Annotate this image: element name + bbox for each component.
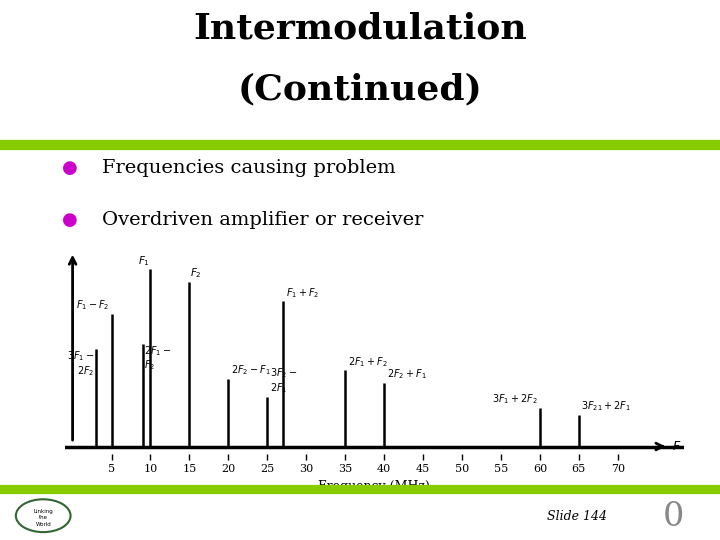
Text: Slide 144: Slide 144 bbox=[547, 510, 607, 523]
Text: $2F_1-$
$F_2$: $2F_1-$ $F_2$ bbox=[144, 344, 172, 373]
Text: 0: 0 bbox=[662, 501, 684, 533]
Text: $2F_1+F_2$: $2F_1+F_2$ bbox=[348, 355, 388, 369]
Text: $3F_2-$
$2F_1$: $3F_2-$ $2F_1$ bbox=[270, 367, 297, 395]
Text: $2F_2+F_1$: $2F_2+F_1$ bbox=[387, 367, 427, 381]
Text: $3F_1-$
$2F_2$: $3F_1-$ $2F_2$ bbox=[67, 349, 94, 378]
X-axis label: Frequency (MHz): Frequency (MHz) bbox=[318, 480, 431, 492]
Text: $F$: $F$ bbox=[672, 440, 682, 453]
Text: $2F_2-F_1$: $2F_2-F_1$ bbox=[230, 363, 270, 377]
Text: $3F_1+2F_2$: $3F_1+2F_2$ bbox=[492, 392, 538, 406]
Text: World: World bbox=[35, 522, 51, 527]
Text: the: the bbox=[39, 515, 48, 521]
Text: $F_1$: $F_1$ bbox=[138, 254, 150, 268]
Text: Frequencies causing problem: Frequencies causing problem bbox=[102, 159, 396, 178]
Text: $F_1+F_2$: $F_1+F_2$ bbox=[286, 286, 320, 300]
Text: ●: ● bbox=[63, 211, 78, 230]
Text: Linking: Linking bbox=[33, 509, 53, 514]
Text: $F_1-F_2$: $F_1-F_2$ bbox=[76, 298, 109, 312]
Text: (Continued): (Continued) bbox=[238, 73, 482, 107]
Text: $F_2$: $F_2$ bbox=[190, 266, 202, 280]
Text: $3F_{21}+2F_1$: $3F_{21}+2F_1$ bbox=[581, 399, 631, 413]
Text: Intermodulation: Intermodulation bbox=[193, 12, 527, 46]
Text: ●: ● bbox=[63, 159, 78, 178]
Text: Overdriven amplifier or receiver: Overdriven amplifier or receiver bbox=[102, 211, 423, 230]
